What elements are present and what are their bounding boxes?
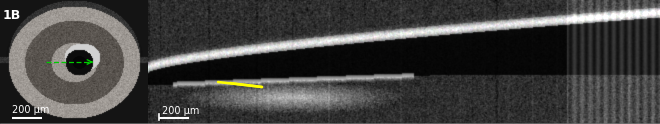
Text: 200 μm: 200 μm xyxy=(12,105,50,115)
Text: 1B: 1B xyxy=(3,9,21,22)
Text: 200 μm: 200 μm xyxy=(162,106,199,116)
